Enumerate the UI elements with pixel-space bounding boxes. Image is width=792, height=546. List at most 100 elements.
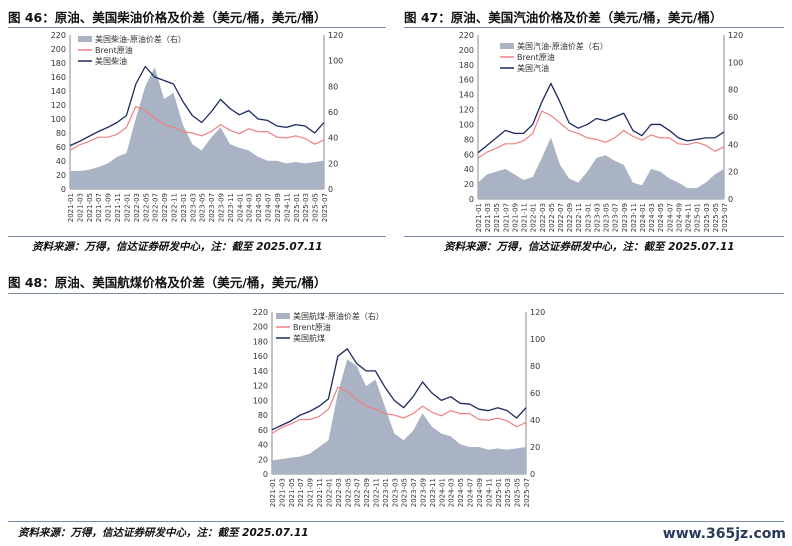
x-tick-label: 2023-05 xyxy=(603,203,611,232)
right-tick-label: 0 xyxy=(530,470,535,479)
x-tick-label: 2023-03 xyxy=(593,203,601,232)
left-tick-label: 160 xyxy=(459,76,474,85)
x-tick-label: 2021-11 xyxy=(521,203,529,232)
x-tick-label: 2022-01 xyxy=(530,203,538,232)
left-tick-label: 180 xyxy=(253,337,268,346)
right-tick-label: 20 xyxy=(728,168,738,177)
left-tick-label: 120 xyxy=(459,106,474,115)
right-tick-label: 60 xyxy=(728,113,738,122)
figure-46-title: 图 46：原油、美国柴油价格及价差（美元/桶，美元/桶） xyxy=(8,10,327,25)
left-tick-label: 200 xyxy=(51,45,66,54)
x-tick-label: 2021-03 xyxy=(76,193,84,222)
left-tick-label: 120 xyxy=(51,101,66,110)
x-tick-label: 2022-09 xyxy=(161,193,169,222)
right-tick-label: 40 xyxy=(328,134,338,143)
x-tick-label: 2021-07 xyxy=(502,203,510,232)
x-tick-label: 2022-11 xyxy=(575,203,583,232)
left-tick-label: 40 xyxy=(56,157,66,166)
figure-46-source-rule xyxy=(8,236,386,237)
legend-label: 美国柴油-原油价差（右） xyxy=(95,34,186,44)
figure-48-title: 图 48：原油、美国航煤价格及价差（美元/桶，美元/桶） xyxy=(8,275,327,290)
x-tick-label: 2025-05 xyxy=(312,193,320,222)
left-tick-label: 60 xyxy=(258,426,268,435)
figure-48-title-rule xyxy=(8,293,784,294)
left-tick-label: 200 xyxy=(459,46,474,55)
x-tick-label: 2024-03 xyxy=(448,478,456,507)
x-tick-label: 2022-07 xyxy=(354,478,362,507)
x-tick-label: 2021-01 xyxy=(475,203,483,232)
x-tick-label: 2022-11 xyxy=(372,478,380,507)
x-tick-label: 2023-11 xyxy=(227,193,235,222)
right-tick-label: 100 xyxy=(328,57,343,66)
x-tick-label: 2021-03 xyxy=(278,478,286,507)
x-tick-label: 2023-01 xyxy=(382,478,390,507)
x-tick-label: 2022-09 xyxy=(566,203,574,232)
x-tick-label: 2021-01 xyxy=(269,478,277,507)
left-tick-label: 20 xyxy=(56,171,66,180)
product-line-series xyxy=(477,82,725,154)
left-tick-label: 120 xyxy=(253,382,268,391)
x-tick-label: 2021-07 xyxy=(297,478,305,507)
legend-label: Brent原油 xyxy=(95,45,133,55)
x-tick-label: 2023-11 xyxy=(630,203,638,232)
left-tick-label: 40 xyxy=(464,165,474,174)
x-tick-label: 2021-09 xyxy=(307,478,315,507)
x-tick-label: 2021-09 xyxy=(511,203,519,232)
x-tick-label: 2024-05 xyxy=(255,193,263,222)
left-tick-label: 100 xyxy=(459,120,474,129)
left-tick-label: 180 xyxy=(459,61,474,70)
right-tick-label: 120 xyxy=(728,31,743,40)
left-tick-label: 160 xyxy=(253,352,268,361)
left-tick-label: 220 xyxy=(459,31,474,40)
right-tick-label: 100 xyxy=(728,58,743,67)
x-tick-label: 2021-01 xyxy=(67,193,75,222)
left-tick-label: 160 xyxy=(51,73,66,82)
x-tick-label: 2024-11 xyxy=(283,193,291,222)
x-tick-label: 2021-11 xyxy=(316,478,324,507)
x-tick-label: 2021-07 xyxy=(95,193,103,222)
right-tick-label: 20 xyxy=(530,443,540,452)
x-tick-label: 2022-05 xyxy=(344,478,352,507)
x-tick-label: 2024-07 xyxy=(467,478,475,507)
legend-label: 美国汽油 xyxy=(517,63,549,73)
figure-47-source-rule xyxy=(404,236,784,237)
left-tick-label: 140 xyxy=(459,91,474,100)
x-tick-label: 2022-09 xyxy=(363,478,371,507)
x-tick-label: 2024-05 xyxy=(657,203,665,232)
chart-fig46: 0 20 40 60 80 100 120 140 160 180 200 220 0 20 40 60 80 1… xyxy=(51,31,344,222)
x-tick-label: 2022-11 xyxy=(170,193,178,222)
figure-47-title-rule xyxy=(404,27,784,28)
legend-swatch-spread xyxy=(78,36,92,42)
x-tick-label: 2021-05 xyxy=(86,193,94,222)
x-tick-label: 2023-11 xyxy=(429,478,437,507)
figure-46-title-rule xyxy=(8,27,386,28)
left-tick-label: 60 xyxy=(56,143,66,152)
right-tick-label: 80 xyxy=(328,82,338,91)
x-tick-label: 2023-09 xyxy=(621,203,629,232)
brent-line-series xyxy=(69,105,325,152)
right-tick-label: 0 xyxy=(328,185,333,194)
right-tick-label: 80 xyxy=(530,362,540,371)
chart-fig47: 0 20 40 60 80 100 120 140 160 180 200 220 0 20 40 60 80 1… xyxy=(459,31,744,232)
brent-line-series xyxy=(477,110,725,159)
x-tick-label: 2024-07 xyxy=(265,193,273,222)
x-tick-label: 2023-01 xyxy=(180,193,188,222)
left-tick-label: 20 xyxy=(258,455,268,464)
x-tick-label: 2023-05 xyxy=(401,478,409,507)
left-tick-label: 180 xyxy=(51,59,66,68)
product-line-series xyxy=(271,348,527,431)
x-tick-label: 2023-01 xyxy=(584,203,592,232)
x-tick-label: 2023-07 xyxy=(612,203,620,232)
x-tick-label: 2023-07 xyxy=(208,193,216,222)
x-tick-label: 2024-07 xyxy=(666,203,674,232)
x-tick-label: 2023-09 xyxy=(420,478,428,507)
left-tick-label: 20 xyxy=(464,180,474,189)
legend-label: Brent原油 xyxy=(293,322,331,332)
x-tick-label: 2025-03 xyxy=(703,203,711,232)
spread-area-series xyxy=(272,359,526,474)
right-tick-label: 60 xyxy=(328,108,338,117)
watermark: www.365jz.com xyxy=(662,526,786,542)
x-tick-label: 2025-01 xyxy=(495,478,503,507)
left-tick-label: 100 xyxy=(253,396,268,405)
x-tick-label: 2021-05 xyxy=(493,203,501,232)
